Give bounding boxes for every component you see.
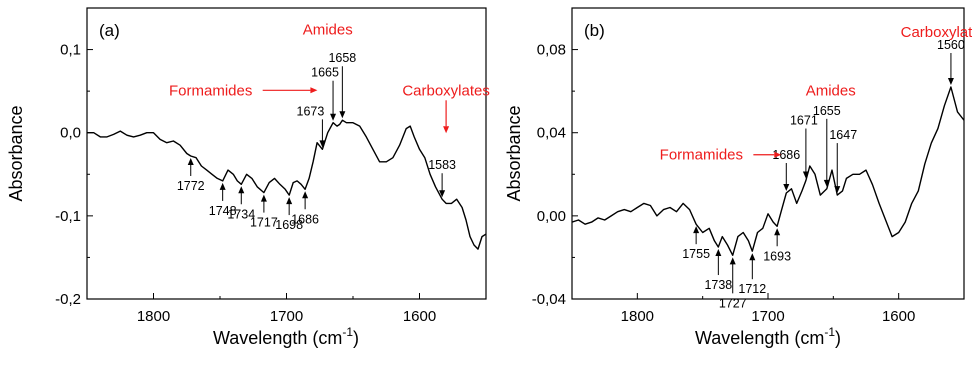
panel-label: (b) — [584, 21, 605, 40]
y-tick-label: 0,1 — [60, 42, 81, 59]
peak-label-1658: 1658 — [328, 51, 356, 65]
y-tick-label: 0,08 — [537, 42, 566, 59]
peak-arrowhead-1583 — [439, 190, 446, 198]
y-tick-label: -0,2 — [55, 291, 81, 308]
formamides-arrowhead — [774, 151, 782, 158]
peak-label-1772: 1772 — [177, 179, 205, 193]
peak-label-1671: 1671 — [790, 114, 818, 128]
y-axis-title: Absorbance — [6, 105, 26, 201]
x-tick-label: 1700 — [270, 308, 303, 325]
x-tick-label: 1600 — [403, 308, 436, 325]
group-label-amides: Amides — [806, 82, 856, 99]
y-tick-label: 0,0 — [60, 125, 81, 142]
peak-label-1647: 1647 — [829, 128, 857, 142]
carboxylates-arrowhead — [443, 126, 450, 134]
peak-arrowhead-1755 — [693, 226, 700, 234]
peak-label-1583: 1583 — [428, 158, 456, 172]
peak-arrowhead-1655 — [823, 179, 830, 187]
x-axis-title: Wavelength (cm-1) — [695, 325, 841, 348]
peak-arrowhead-1712 — [749, 253, 756, 261]
peak-arrowhead-1647 — [834, 186, 841, 194]
group-label-carboxylates: Carboxylates — [402, 82, 490, 99]
peak-label-1727: 1727 — [719, 296, 747, 310]
peak-arrowhead-1686 — [783, 183, 790, 191]
y-tick-label: -0,1 — [55, 208, 81, 225]
peak-arrowhead-1734 — [238, 186, 245, 194]
plot-frame — [86, 7, 487, 300]
series-line-0 — [572, 86, 964, 256]
y-tick-label: -0,04 — [532, 291, 566, 308]
peak-label-1560: 1560 — [937, 38, 965, 52]
peak-arrowhead-1560 — [947, 77, 954, 85]
peak-label-1755: 1755 — [682, 247, 710, 261]
group-label-formamides: Formamides — [660, 147, 743, 164]
peak-label-1686: 1686 — [772, 148, 800, 162]
peak-label-1698: 1698 — [275, 218, 303, 232]
x-tick-label: 1800 — [621, 308, 654, 325]
x-tick-label: 1600 — [882, 308, 915, 325]
chart-panel-b: 1800 1700 1600 -0,04 0,00 0,04 0,08 Absorbance W… — [504, 7, 972, 348]
peak-label-1712: 1712 — [738, 282, 766, 296]
y-axis-title: Absorbance — [504, 105, 524, 201]
peak-label-1673: 1673 — [297, 104, 325, 118]
peak-label-1686: 1686 — [291, 212, 319, 226]
panel-label: (a) — [99, 21, 120, 40]
peak-arrowhead-1665 — [330, 113, 337, 121]
peak-arrowhead-1748 — [219, 182, 226, 190]
peak-label-1734: 1734 — [227, 207, 255, 221]
group-label-formamides: Formamides — [169, 82, 252, 99]
y-tick-label: 0,04 — [537, 125, 566, 142]
peak-arrowhead-1772 — [187, 157, 194, 165]
peak-label-1738: 1738 — [704, 278, 732, 292]
peak-arrowhead-1738 — [715, 249, 722, 257]
peak-arrowhead-1686 — [302, 191, 309, 199]
peak-label-1665: 1665 — [311, 66, 339, 80]
peak-label-1655: 1655 — [813, 104, 841, 118]
peak-arrowhead-1717 — [260, 194, 267, 202]
peak-arrowhead-1658 — [339, 111, 346, 119]
y-tick-label: 0,00 — [537, 208, 566, 225]
x-tick-label: 1800 — [137, 308, 170, 325]
peak-arrowhead-1727 — [729, 257, 736, 265]
group-label-carboxylates: Carboxylates — [901, 24, 972, 41]
peak-label-1748: 1748 — [209, 204, 237, 218]
group-label-amides: Amides — [303, 22, 353, 39]
peak-arrowhead-1671 — [802, 171, 809, 179]
peak-label-1717: 1717 — [250, 216, 278, 230]
peak-arrowhead-1693 — [774, 228, 781, 236]
x-tick-label: 1700 — [751, 308, 784, 325]
peak-arrowhead-1698 — [286, 197, 293, 205]
chart-panel-a: 1800 1700 1600 -0,2 -0,1 0,0 0,1 Absorbance Wave… — [6, 7, 490, 348]
peak-arrowhead-1673 — [319, 140, 326, 148]
formamides-arrowhead — [310, 87, 318, 94]
peak-label-1693: 1693 — [763, 249, 791, 263]
x-axis-title: Wavelength (cm-1) — [213, 325, 359, 348]
series-line-0 — [87, 119, 486, 250]
